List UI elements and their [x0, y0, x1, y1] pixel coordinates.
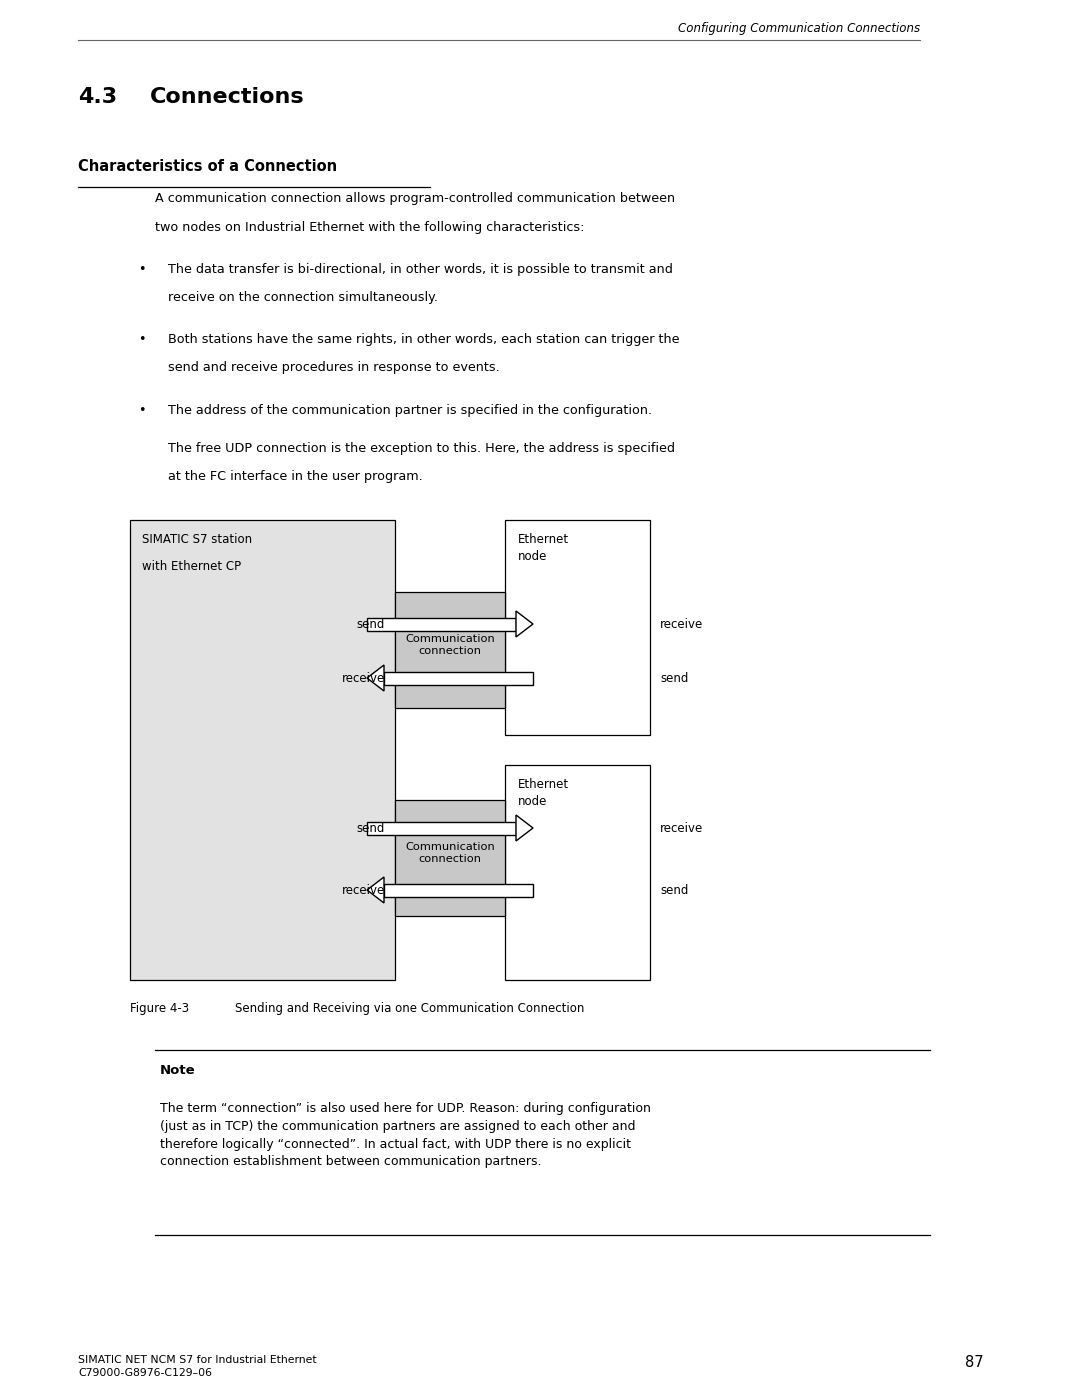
- Text: SIMATIC NET NCM S7 for Industrial Ethernet
C79000-G8976-C129–06: SIMATIC NET NCM S7 for Industrial Ethern…: [78, 1355, 316, 1379]
- FancyBboxPatch shape: [505, 766, 650, 981]
- Text: Figure 4-3: Figure 4-3: [130, 1002, 189, 1016]
- Polygon shape: [367, 665, 384, 692]
- Text: A communication connection allows program-controlled communication between: A communication connection allows progra…: [156, 191, 675, 205]
- Polygon shape: [516, 814, 534, 841]
- Text: two nodes on Industrial Ethernet with the following characteristics:: two nodes on Industrial Ethernet with th…: [156, 221, 584, 233]
- Text: send and receive procedures in response to events.: send and receive procedures in response …: [168, 362, 500, 374]
- Text: The free UDP connection is the exception to this. Here, the address is specified: The free UDP connection is the exception…: [168, 441, 675, 454]
- Text: Communication
connection: Communication connection: [405, 634, 495, 657]
- Text: receive: receive: [341, 883, 384, 897]
- Text: Characteristics of a Connection: Characteristics of a Connection: [78, 159, 337, 175]
- Text: SIMATIC S7 station: SIMATIC S7 station: [141, 534, 252, 546]
- Text: Ethernet
node: Ethernet node: [518, 534, 569, 563]
- Text: Note: Note: [160, 1065, 195, 1077]
- Text: •: •: [138, 332, 146, 346]
- Bar: [367, 821, 516, 834]
- FancyBboxPatch shape: [130, 520, 395, 981]
- Bar: [384, 883, 534, 897]
- Text: 87: 87: [966, 1355, 984, 1370]
- Text: Sending and Receiving via one Communication Connection: Sending and Receiving via one Communicat…: [235, 1002, 584, 1016]
- Text: Configuring Communication Connections: Configuring Communication Connections: [678, 22, 920, 35]
- Polygon shape: [516, 610, 534, 637]
- Text: with Ethernet CP: with Ethernet CP: [141, 560, 241, 573]
- Text: Ethernet
node: Ethernet node: [518, 778, 569, 807]
- Text: at the FC interface in the user program.: at the FC interface in the user program.: [168, 469, 422, 483]
- Text: receive: receive: [660, 821, 703, 834]
- FancyBboxPatch shape: [395, 592, 505, 708]
- FancyBboxPatch shape: [395, 800, 505, 916]
- Bar: [367, 617, 516, 630]
- Text: Both stations have the same rights, in other words, each station can trigger the: Both stations have the same rights, in o…: [168, 332, 679, 346]
- Text: receive: receive: [341, 672, 384, 685]
- Text: send: send: [356, 821, 384, 834]
- Text: The term “connection” is also used here for UDP. Reason: during configuration
(j: The term “connection” is also used here …: [160, 1102, 651, 1168]
- Polygon shape: [367, 877, 384, 902]
- Text: Communication
connection: Communication connection: [405, 842, 495, 865]
- Text: •: •: [138, 404, 146, 416]
- Text: send: send: [356, 617, 384, 630]
- Text: 4.3: 4.3: [78, 87, 117, 108]
- Text: The data transfer is bi-directional, in other words, it is possible to transmit : The data transfer is bi-directional, in …: [168, 263, 673, 275]
- Text: send: send: [660, 883, 688, 897]
- Bar: [384, 672, 534, 685]
- Text: The address of the communication partner is specified in the configuration.: The address of the communication partner…: [168, 404, 652, 416]
- FancyBboxPatch shape: [505, 520, 650, 735]
- Text: •: •: [138, 263, 146, 275]
- Text: Connections: Connections: [150, 87, 305, 108]
- Text: receive: receive: [660, 617, 703, 630]
- Text: receive on the connection simultaneously.: receive on the connection simultaneously…: [168, 291, 437, 305]
- Text: send: send: [660, 672, 688, 685]
